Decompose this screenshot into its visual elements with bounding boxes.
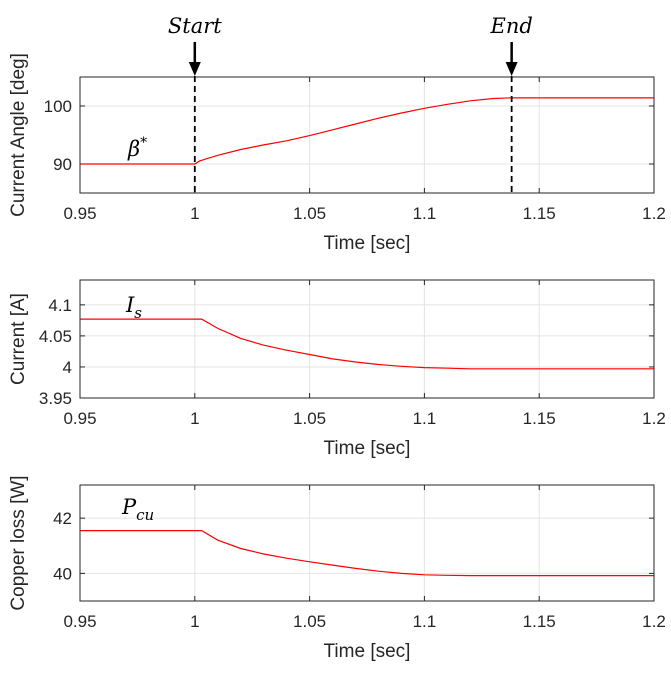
x-tick-label: 1.2 xyxy=(642,409,666,428)
series-line xyxy=(80,97,654,165)
x-tick-label: 1.05 xyxy=(293,409,326,428)
y-tick-label: 40 xyxy=(53,564,72,583)
x-tick-label: 1.2 xyxy=(642,204,666,223)
plot-area xyxy=(80,280,654,398)
panels: 0.95 1 1.05 1.1 1.15 1.2 90 100 Time [sec] Curren… xyxy=(8,14,666,662)
x-tick-label: 1.15 xyxy=(523,204,556,223)
x-tick-label: 1.1 xyxy=(413,409,437,428)
chart-panel-1: 0.95 1 1.05 1.1 1.15 1.2 90 100 Time [sec] Curren… xyxy=(8,14,666,254)
y-tick-label: 100 xyxy=(44,97,72,116)
x-axis-label: Time [sec] xyxy=(324,641,411,662)
x-tick-label: 0.95 xyxy=(63,204,96,223)
x-tick-label: 1.2 xyxy=(642,612,666,631)
x-tick-label: 1.05 xyxy=(293,204,326,223)
x-tick-label: 1 xyxy=(190,409,199,428)
series-line xyxy=(80,529,654,577)
series-label: β* xyxy=(127,135,147,161)
annotation-start: Start xyxy=(168,14,222,38)
series-label: Is xyxy=(125,293,142,322)
series-line xyxy=(80,318,654,370)
axes-frame xyxy=(79,279,655,399)
chart-panel-2: 0.95 1 1.05 1.1 1.15 1.2 3.95 4 4.05 4.1 Time [sec… xyxy=(8,279,666,459)
annotation-arrow-head xyxy=(505,62,518,76)
annotation-arrow-head xyxy=(188,62,201,76)
axes-frame xyxy=(79,484,655,602)
x-tick-label: 1.05 xyxy=(293,612,326,631)
series-label: Pcu xyxy=(121,495,154,524)
annotation-end: End xyxy=(489,14,532,38)
y-tick-label: 42 xyxy=(53,509,72,528)
x-tick-label: 0.95 xyxy=(63,612,96,631)
y-tick-label: 90 xyxy=(53,155,72,174)
x-tick-label: 1.1 xyxy=(413,612,437,631)
x-axis-label: Time [sec] xyxy=(324,233,411,254)
x-tick-label: 1.1 xyxy=(413,204,437,223)
x-axis-label: Time [sec] xyxy=(324,438,411,459)
plot-area xyxy=(80,77,654,193)
y-tick-label: 4.1 xyxy=(48,296,72,315)
axes-frame xyxy=(79,76,655,194)
x-tick-label: 1 xyxy=(190,204,199,223)
plot-area xyxy=(80,485,654,601)
x-tick-label: 1.15 xyxy=(523,409,556,428)
y-axis-label: Copper loss [W] xyxy=(8,475,29,610)
y-axis-label: Current Angle [deg] xyxy=(8,53,29,217)
x-tick-label: 1 xyxy=(190,612,199,631)
chart-panel-3: 0.95 1 1.05 1.1 1.15 1.2 40 42 Time [sec] Copper … xyxy=(8,475,666,662)
y-tick-label: 4.05 xyxy=(39,327,72,346)
y-axis-label: Current [A] xyxy=(8,293,29,385)
y-tick-label: 4 xyxy=(63,358,72,377)
x-tick-label: 1.15 xyxy=(523,612,556,631)
y-tick-label: 3.95 xyxy=(39,389,72,408)
x-tick-label: 0.95 xyxy=(63,409,96,428)
